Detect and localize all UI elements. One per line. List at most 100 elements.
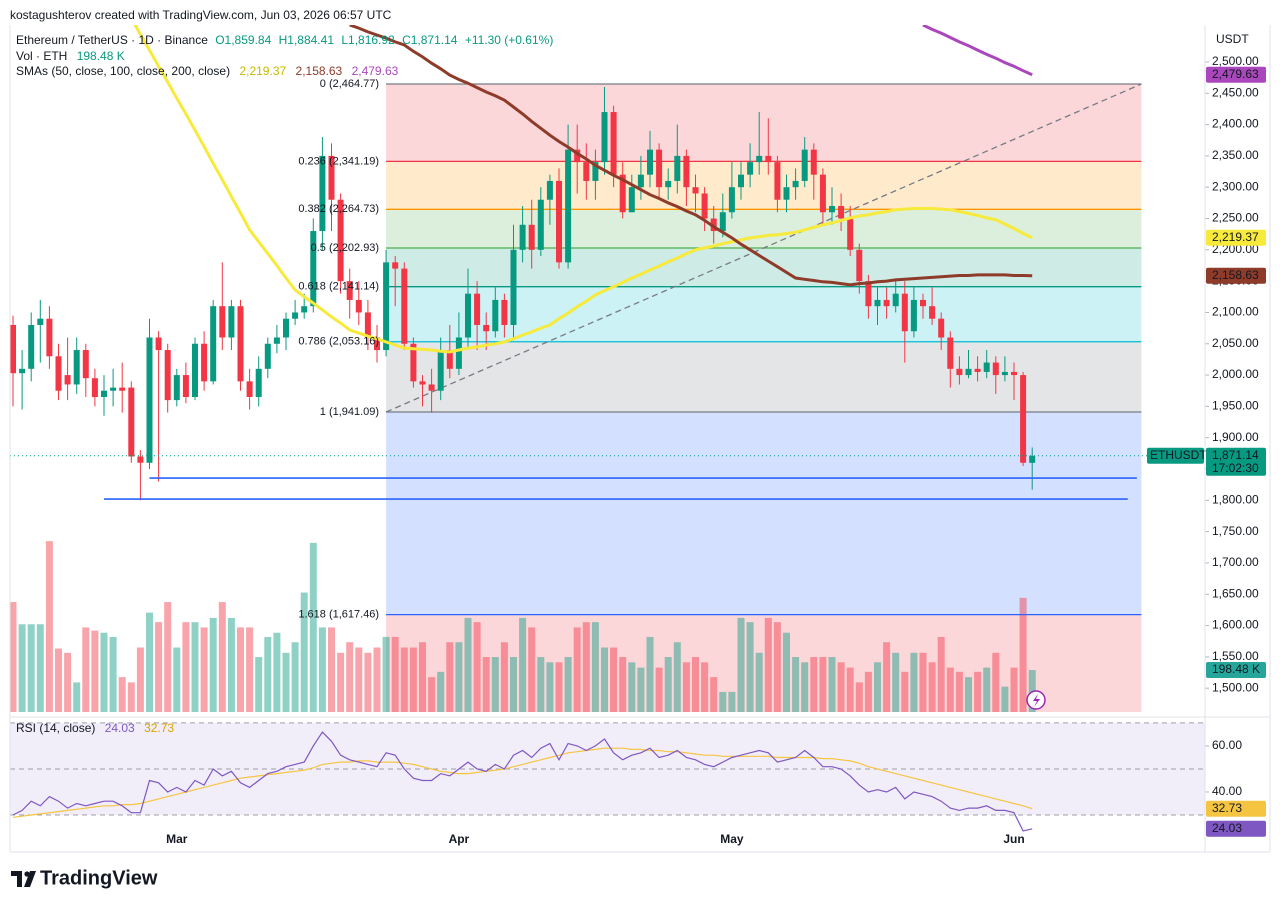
candle-body [210,306,217,382]
volume-bar [428,677,436,712]
volume-bar [755,652,763,712]
candle-body [337,199,344,282]
candle-body [219,306,226,338]
symbol-badge: ETHUSDT [1150,448,1207,462]
volume-bar [1001,686,1009,712]
ohlc-low: L1,816.92 [341,33,395,47]
fib-band [386,161,1142,210]
ohlc-change: +11.30 (+0.61%) [465,33,554,47]
candle-body [610,112,617,175]
ohlc-close: C1,871.14 [402,33,458,47]
volume-bar [983,667,991,712]
volume-bar [764,617,772,712]
candle-body [883,299,890,307]
candle-body [619,174,626,213]
candle-body [237,306,244,382]
volume-bar [646,636,654,712]
volume-bar [355,647,363,712]
candle-body [64,375,71,385]
legend-sma: SMAs (50, close, 100, close, 200, close)… [16,64,399,78]
candle-body [273,337,280,344]
candle-body [537,199,544,250]
candle-body [410,343,417,382]
volume-bar [601,647,608,712]
volume-bar [10,602,17,712]
volume-bar [491,657,499,712]
candle-body [683,155,690,188]
volume-bar [346,642,354,712]
volume-bar [437,671,445,712]
volume-bar [309,542,317,712]
candle-body [774,162,781,200]
volume-bar [928,662,936,712]
x-tick-label: Mar [166,832,188,846]
icon-bolt[interactable] [1033,694,1040,707]
volume-bar [91,630,99,712]
candle-body [173,375,180,401]
volume-bar [373,647,381,712]
price-pane [10,25,1205,712]
candle-body [483,324,490,332]
y-tick-label: 2,400.00 [1212,117,1259,131]
legend-volume: Vol · ETH 198.48 K [16,49,125,63]
rsi-name: RSI (14, close) [16,721,95,735]
rsi-ma-badge: 32.73 [1212,801,1242,815]
volume-bar [73,682,81,712]
candle-body [328,155,335,200]
fib-label: 0.5 (2,202.93) [311,242,380,254]
rsi-value: 24.03 [105,721,135,735]
volume-bar [555,662,563,712]
sma-badge: 2,219.37 [1212,230,1259,244]
candle-body [874,299,881,307]
fib-band [386,209,1142,248]
candle-body [182,375,189,397]
y-tick-label: 2,250.00 [1212,211,1259,225]
y-tick-label: 2,450.00 [1212,85,1259,99]
volume-bar [255,657,263,712]
candle-body [792,180,799,188]
logo-dot [24,871,30,877]
volume-bar [328,627,335,712]
volume-bar [446,642,454,712]
fib-trend-line [385,83,1142,413]
volume-badge: 198.48 K [1212,662,1260,676]
volume-bar [36,624,44,712]
lightning-icon[interactable] [1026,690,1046,710]
volume-bar [955,671,963,712]
candle-body [1001,371,1008,376]
volume-bar [591,622,599,712]
candle-body [565,149,572,263]
volume-bar [537,657,545,712]
sma-value: 2,158.63 [296,64,343,78]
candle-body [383,262,390,351]
volume-bar [946,667,954,712]
sma-value: 2,479.63 [352,64,399,78]
volume-bar [273,632,281,712]
candle-body [556,180,562,263]
volume-bar [710,677,718,712]
logo-text: TradingView [40,867,158,889]
rsi-ma-line [12,747,1033,818]
volume-bar [155,622,163,712]
candle-body [628,187,635,213]
volume-bar [464,617,472,712]
candle-body [956,368,963,376]
candle-body [819,174,826,213]
sma-badge-bg [1206,66,1266,83]
volume-bar [146,612,153,712]
fib-band [386,286,1142,342]
volume-bar [82,627,90,712]
candle-body [974,368,981,372]
volume-bar [864,671,872,712]
volume-bar [992,652,1000,712]
candle-body [592,162,599,181]
volume-badge-bg [1206,662,1266,679]
candle-body [128,387,135,457]
sma-badge-bg [1206,229,1266,246]
volume-bar [874,662,881,712]
y-tick-label: 2,500.00 [1212,54,1259,68]
volume-bar [892,652,900,712]
sma-line [922,25,1033,77]
